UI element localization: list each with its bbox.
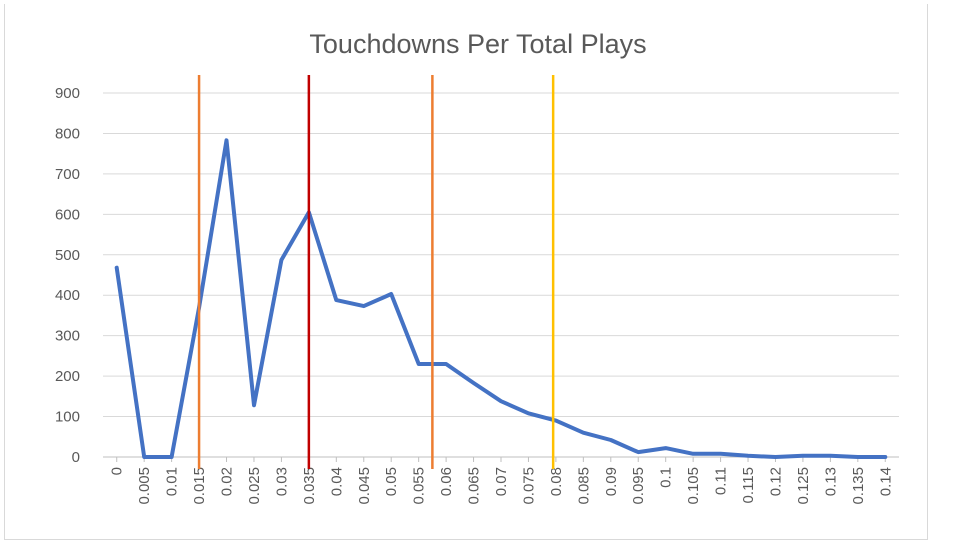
x-tick-label: 0.135 (850, 467, 867, 505)
y-tick-label: 500 (55, 247, 80, 264)
x-tick-label: 0.115 (740, 467, 757, 503)
x-tick-label: 0.08 (548, 467, 565, 496)
x-tick-label: 0.07 (493, 467, 510, 496)
gridlines (103, 92, 899, 458)
x-axis: 0 0.005 0.01 0.015 0.02 0.025 0.03 0.035 0.04 0.0… (109, 457, 894, 505)
x-tick-label: 0.1 (658, 467, 675, 488)
x-tick-label: 0.02 (219, 467, 236, 496)
x-tick-label: 0 (109, 467, 126, 475)
y-tick-label: 400 (55, 287, 80, 304)
x-tick-label: 0.045 (356, 467, 373, 505)
x-tick-label: 0.05 (383, 467, 400, 496)
x-tick-label: 0.12 (767, 467, 784, 496)
x-tick-label: 0.095 (630, 467, 647, 505)
x-tick-label: 0.005 (136, 467, 153, 505)
x-tick-label: 0.075 (520, 467, 537, 505)
y-tick-label: 300 (55, 328, 80, 345)
y-tick-label: 200 (55, 368, 80, 385)
series-layer (114, 138, 888, 459)
y-tick-label: 600 (55, 206, 80, 223)
y-tick-label: 100 (55, 409, 80, 426)
y-axis: 0 100 200 300 400 500 600 700 800 900 (55, 85, 80, 466)
series-line (114, 138, 888, 459)
chart-title: Touchdowns Per Total Plays (309, 29, 646, 59)
x-tick-label: 0.065 (466, 467, 483, 505)
x-tick-label: 0.01 (164, 467, 181, 496)
x-tick-label: 0.09 (603, 467, 620, 496)
reference-lines (197, 75, 555, 469)
x-tick-label: 0.035 (301, 467, 318, 505)
chart-frame (4, 4, 928, 540)
y-tick-label: 0 (72, 449, 80, 466)
x-tick-label: 0.11 (713, 467, 730, 495)
x-tick-label: 0.055 (411, 467, 428, 505)
x-tick-label: 0.015 (191, 467, 208, 505)
x-tick-label: 0.13 (822, 467, 839, 496)
x-tick-label: 0.025 (246, 467, 263, 505)
x-tick-label: 0.105 (685, 467, 702, 505)
x-tick-label: 0.03 (273, 467, 290, 496)
x-tick-label: 0.06 (438, 467, 455, 496)
y-tick-label: 800 (55, 125, 80, 142)
x-tick-label: 0.125 (795, 467, 812, 505)
y-tick-label: 700 (55, 166, 80, 183)
x-tick-label: 0.14 (877, 467, 894, 496)
x-tick-label: 0.04 (328, 467, 345, 496)
y-tick-label: 900 (55, 85, 80, 102)
x-tick-label: 0.085 (575, 467, 592, 505)
